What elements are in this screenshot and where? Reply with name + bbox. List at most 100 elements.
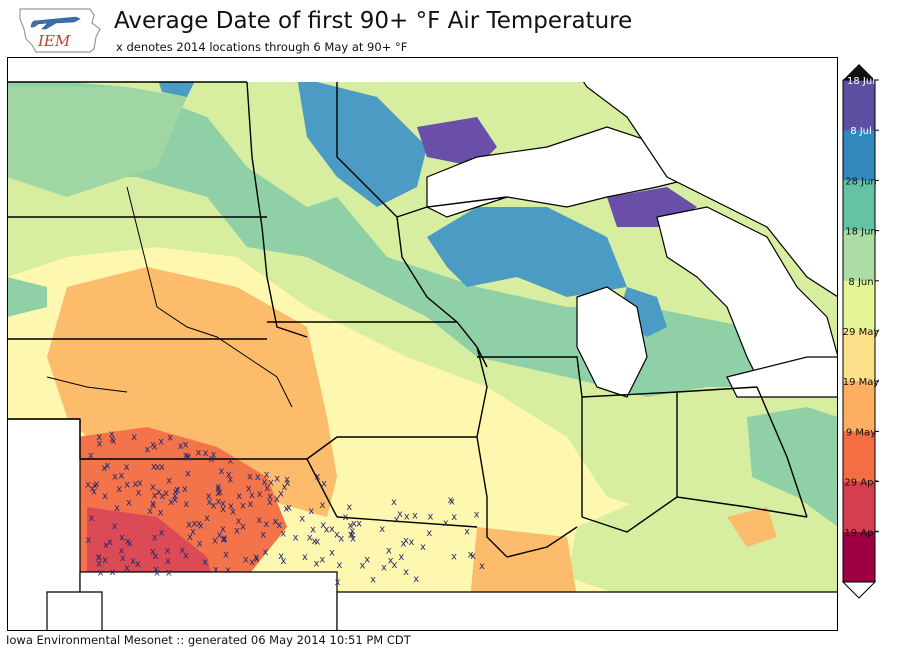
station-marker: x bbox=[283, 504, 289, 515]
station-marker: x bbox=[307, 533, 313, 544]
station-marker: x bbox=[392, 560, 398, 571]
map-frame bbox=[7, 57, 838, 631]
station-marker: x bbox=[246, 483, 252, 494]
station-marker: x bbox=[370, 574, 376, 585]
zone-8jul-mn bbox=[297, 77, 427, 207]
station-marker: x bbox=[348, 529, 354, 540]
station-marker: x bbox=[218, 466, 224, 477]
station-marker: x bbox=[264, 483, 270, 494]
station-marker: x bbox=[152, 491, 158, 502]
station-marker: x bbox=[166, 568, 172, 579]
station-marker: x bbox=[183, 551, 189, 562]
station-marker: x bbox=[150, 546, 156, 557]
station-marker: x bbox=[217, 487, 223, 498]
header: IEM Average Date of first 90+ °F Air Tem… bbox=[0, 0, 900, 58]
colorbar-label: 19 Apr bbox=[844, 528, 878, 539]
station-marker: x bbox=[204, 513, 210, 524]
station-marker: x bbox=[110, 567, 116, 578]
station-marker: x bbox=[360, 561, 366, 572]
station-marker: x bbox=[151, 500, 157, 511]
map-subtitle: x denotes 2014 locations through 6 May a… bbox=[116, 40, 408, 54]
station-marker: x bbox=[91, 487, 97, 498]
station-marker: x bbox=[102, 555, 108, 566]
station-marker: x bbox=[449, 497, 455, 508]
rivers bbox=[46, 186, 293, 408]
zone-18jul-superior bbox=[417, 117, 497, 167]
station-marker: x bbox=[158, 508, 164, 519]
station-marker: x bbox=[185, 468, 191, 479]
station-marker: x bbox=[281, 482, 287, 493]
station-marker: x bbox=[401, 539, 407, 550]
station-marker: x bbox=[227, 456, 233, 467]
station-marker: x bbox=[207, 497, 213, 508]
station-marker: x bbox=[448, 495, 454, 506]
station-marker: x bbox=[119, 470, 125, 481]
footer-credit: Iowa Environmental Mesonet :: generated … bbox=[6, 633, 411, 647]
station-marker: x bbox=[136, 487, 142, 498]
station-marker: x bbox=[172, 487, 178, 498]
station-marker: x bbox=[92, 481, 98, 492]
station-marker: x bbox=[96, 552, 102, 563]
station-marker: x bbox=[451, 551, 457, 562]
station-marker: x bbox=[320, 500, 326, 511]
station-marker: x bbox=[293, 533, 299, 544]
station-marker: x bbox=[230, 507, 236, 518]
station-marker: x bbox=[124, 462, 130, 473]
station-marker: x bbox=[183, 499, 189, 510]
station-marker: x bbox=[126, 497, 132, 508]
station-marker: x bbox=[215, 488, 221, 499]
station-marker: x bbox=[152, 442, 158, 453]
station-marker: x bbox=[192, 519, 198, 530]
station-marker: x bbox=[388, 556, 394, 567]
station-marker: x bbox=[172, 491, 178, 502]
station-marker: x bbox=[413, 574, 419, 585]
station-marker: x bbox=[203, 448, 209, 459]
station-markers: xxxxxxxxxxxxxxxxxxxxxxxxxxxxxxxxxxxxxxxx… bbox=[85, 429, 485, 588]
colorbar-label: 18 Jul bbox=[847, 76, 875, 87]
station-marker: x bbox=[426, 528, 432, 539]
station-marker: x bbox=[284, 475, 290, 486]
station-marker: x bbox=[274, 494, 280, 505]
station-marker: x bbox=[273, 516, 279, 527]
station-marker: x bbox=[260, 529, 266, 540]
colorbar-swatch bbox=[843, 431, 875, 483]
station-marker: x bbox=[185, 451, 191, 462]
station-marker: x bbox=[302, 552, 308, 563]
station-marker: x bbox=[220, 524, 226, 535]
station-marker: x bbox=[206, 491, 212, 502]
station-marker: x bbox=[85, 479, 91, 490]
lake-superior bbox=[426, 126, 699, 218]
station-marker: x bbox=[364, 555, 370, 566]
station-marker: x bbox=[412, 511, 418, 522]
unmapped-sw2 bbox=[46, 591, 103, 631]
colorbar-swatch bbox=[843, 381, 875, 432]
station-marker: x bbox=[97, 568, 103, 579]
station-marker: x bbox=[236, 516, 242, 527]
station-marker: x bbox=[347, 521, 353, 532]
station-marker: x bbox=[334, 530, 340, 541]
station-marker: x bbox=[150, 440, 156, 451]
station-marker: x bbox=[133, 479, 139, 490]
station-marker: x bbox=[159, 527, 165, 538]
station-marker: x bbox=[213, 565, 219, 576]
station-marker: x bbox=[119, 545, 125, 556]
station-marker: x bbox=[394, 515, 400, 526]
station-marker: x bbox=[96, 559, 102, 570]
station-marker: x bbox=[156, 487, 162, 498]
station-marker: x bbox=[215, 482, 221, 493]
station-marker: x bbox=[109, 434, 115, 445]
station-marker: x bbox=[187, 532, 193, 543]
station-marker: x bbox=[470, 551, 476, 562]
station-marker: x bbox=[404, 512, 410, 523]
station-marker: x bbox=[107, 537, 113, 548]
station-marker: x bbox=[196, 448, 202, 459]
zone-8jul-wi bbox=[427, 207, 627, 297]
station-marker: x bbox=[190, 527, 196, 538]
station-marker: x bbox=[114, 503, 120, 514]
iem-logo: IEM bbox=[19, 8, 101, 53]
colorbar-label: 19 May bbox=[843, 377, 880, 388]
station-marker: x bbox=[474, 510, 480, 521]
station-marker: x bbox=[155, 462, 161, 473]
station-marker: x bbox=[247, 472, 253, 483]
station-marker: x bbox=[403, 536, 409, 547]
